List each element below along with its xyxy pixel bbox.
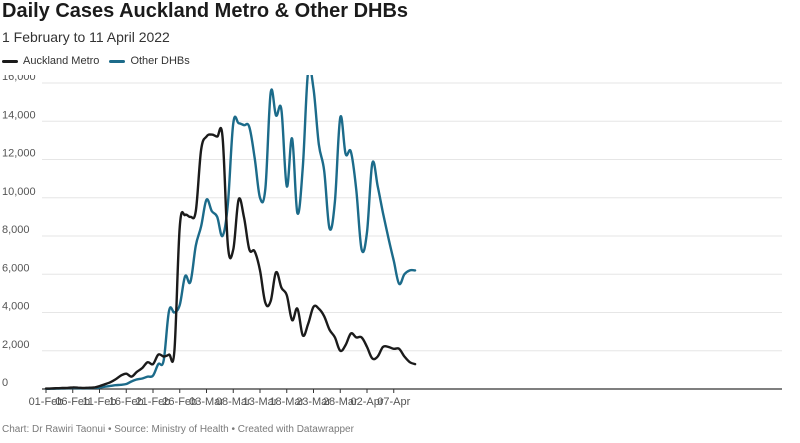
y-tick-label: 2,000 <box>2 339 30 351</box>
x-tick-label: 06-Feb <box>55 396 90 408</box>
x-tick-label: 23-Mar <box>296 396 331 408</box>
x-tick-label: 01-Feb <box>29 396 64 408</box>
grid-layer <box>42 82 782 390</box>
series-line-auckland-metro <box>44 126 417 390</box>
x-tick-label: 02-Apr <box>350 396 383 408</box>
y-tick-label: 0 <box>2 377 8 389</box>
x-tick-label: 18-Mar <box>269 396 304 408</box>
y-tick-label: 14,000 <box>2 109 36 121</box>
legend-label-auckland: Auckland Metro <box>23 55 100 67</box>
x-tick-label: 21-Feb <box>136 396 171 408</box>
x-tick-label: 16-Feb <box>109 396 144 408</box>
chart-title: Daily Cases Auckland Metro & Other DHBs <box>2 0 409 22</box>
series-layer <box>44 75 417 390</box>
y-axis: 0 2,000 4,000 6,000 8,000 10,000 12,000 14,000 1… <box>2 75 36 389</box>
y-tick-label: 4,000 <box>2 301 30 313</box>
legend-swatch-auckland <box>2 59 18 63</box>
x-tick-label: 26-Feb <box>162 396 197 408</box>
y-tick-label: 8,000 <box>2 224 30 236</box>
x-tick-label: 08-Mar <box>216 396 251 408</box>
series-line-other-dhbs <box>44 75 417 390</box>
legend-swatch-other <box>109 59 126 63</box>
y-tick-label: 16,000 <box>2 75 36 83</box>
legend-item-other: Other DHBs <box>109 55 190 67</box>
y-tick-label: 10,000 <box>2 186 36 198</box>
legend-item-auckland: Auckland Metro <box>2 55 99 67</box>
legend-label-other: Other DHBs <box>130 55 190 67</box>
x-tick-label: 11-Feb <box>82 396 116 408</box>
x-tick-label: 13-Mar <box>243 396 278 408</box>
y-tick-label: 6,000 <box>2 262 30 274</box>
chart-footer: Chart: Dr Rawiri Taonui • Source: Minist… <box>2 424 354 435</box>
y-tick-label: 12,000 <box>2 148 36 160</box>
line-chart: 0 2,000 4,000 6,000 8,000 10,000 12,000 14,000 1… <box>2 75 782 408</box>
x-axis: 01-Feb06-Feb11-Feb16-Feb21-Feb26-Feb03-M… <box>29 389 411 408</box>
chart-subtitle: 1 February to 11 April 2022 <box>2 29 170 45</box>
x-tick-label: 07-Apr <box>377 396 410 408</box>
x-tick-label: 03-Mar <box>189 396 224 408</box>
chart-legend: Auckland Metro Other DHBs <box>2 55 190 67</box>
x-tick-label: 28-Mar <box>323 396 358 408</box>
